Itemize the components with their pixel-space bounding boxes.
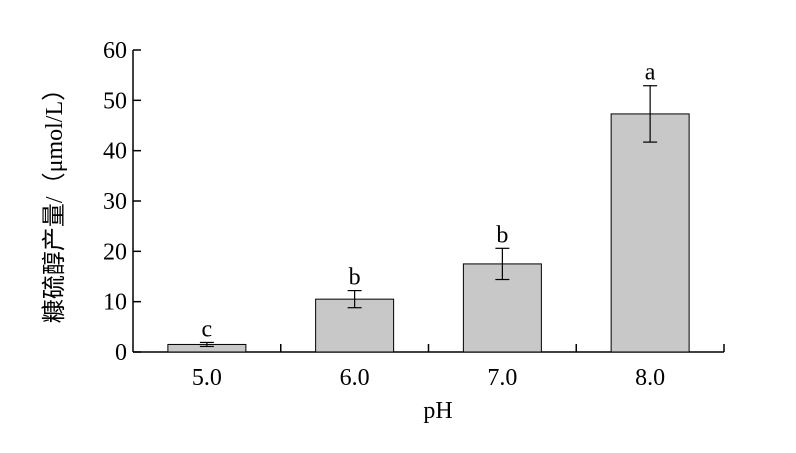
x-axis-title: pH <box>423 398 452 424</box>
error-bar <box>347 289 362 309</box>
y-axis: 0 10 20 30 40 50 60 <box>103 38 141 366</box>
bar <box>610 113 690 353</box>
y-axis-title: 糠硫醇产量/（μmol/L） <box>41 77 68 323</box>
y-tick-label: 10 <box>103 290 127 316</box>
y-tick-label: 30 <box>103 189 127 215</box>
y-tick-label: 20 <box>103 239 127 265</box>
error-bar <box>643 85 658 143</box>
significance-label: b <box>349 265 361 291</box>
y-tick-label: 50 <box>103 88 127 114</box>
x-tick-label: 6.0 <box>340 365 370 391</box>
x-tick-label: 8.0 <box>635 365 665 391</box>
y-tick-label: 60 <box>103 38 127 64</box>
error-bar <box>495 247 510 281</box>
x-tick-label: 5.0 <box>192 365 222 391</box>
significance-label: a <box>645 60 656 86</box>
significance-label: b <box>496 222 508 248</box>
significance-label: c <box>202 316 213 342</box>
error-bars <box>199 85 658 348</box>
y-tick-label: 40 <box>103 139 127 165</box>
bars <box>167 113 690 353</box>
error-bar <box>199 341 214 348</box>
x-tick-label: 7.0 <box>487 365 517 391</box>
x-axis: 5.0 6.0 7.0 8.0 <box>133 344 725 391</box>
significance-labels: c b b a <box>202 60 656 343</box>
y-tick-label: 0 <box>115 340 127 366</box>
